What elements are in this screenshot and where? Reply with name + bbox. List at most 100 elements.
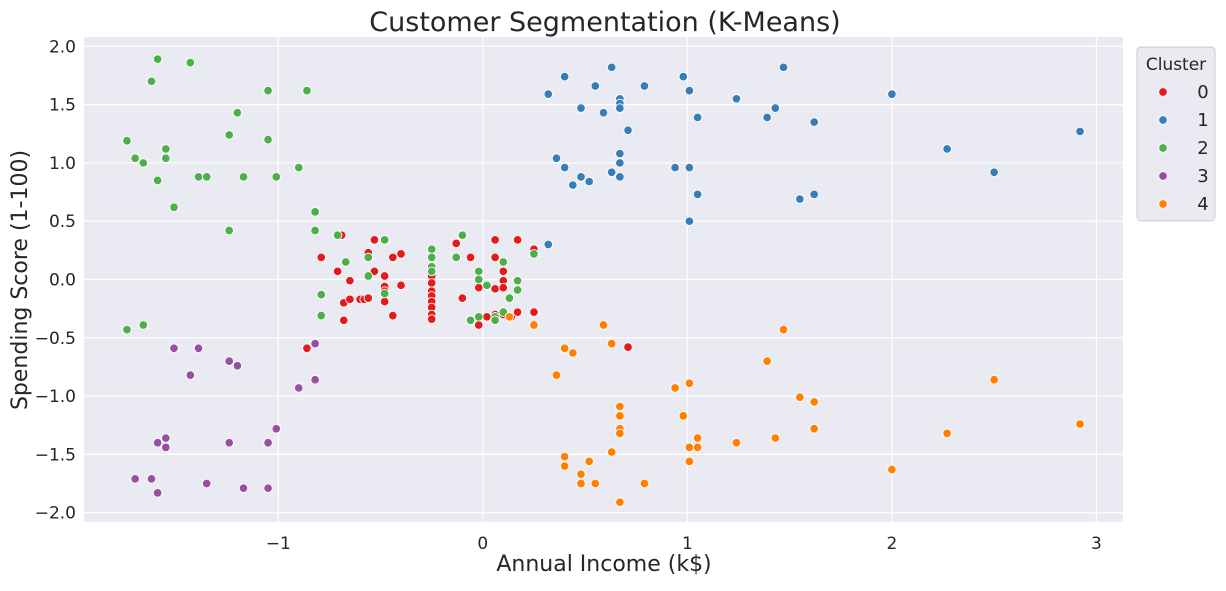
data-point [310,375,320,385]
data-point [294,383,304,393]
data-point [559,162,570,173]
data-point [989,375,999,385]
data-point [379,235,390,245]
data-point [473,312,484,322]
data-point [684,85,695,96]
legend-marker [1158,143,1168,153]
data-point [363,252,374,263]
data-point [576,478,586,489]
data-point [615,401,625,412]
data-point [388,310,398,321]
series-3 [130,338,320,498]
legend: Cluster 0 1 2 3 4 [1136,46,1216,222]
data-point [678,411,689,421]
data-point [568,348,578,358]
legend-marker [1158,115,1168,125]
data-point [201,478,212,489]
data-point [942,428,952,439]
data-point [559,461,570,471]
data-point [559,343,570,354]
data-point [989,167,999,177]
data-point [576,172,586,182]
data-point [770,103,781,113]
y-tick-label: 0.5 [49,212,76,232]
data-point [310,225,320,236]
data-point [152,488,163,498]
data-point [809,397,819,407]
data-point [130,474,140,484]
data-point [490,315,500,326]
data-point [809,189,819,200]
data-point [576,103,586,113]
data-point [504,293,515,303]
data-point [590,478,601,489]
data-point [512,235,523,245]
data-point [809,423,819,434]
y-tick-label: −1.5 [35,445,76,465]
data-point [512,285,523,295]
data-point [568,180,578,190]
data-point [457,230,468,240]
data-point [294,162,304,173]
data-point [795,194,805,204]
legend-label: 3 [1197,166,1208,187]
data-point [138,320,149,330]
data-point [465,315,476,326]
data-point [185,57,196,68]
data-point [551,370,562,380]
data-point [451,252,461,263]
data-point [576,469,586,479]
data-point [543,239,554,250]
data-point [692,433,703,443]
data-point [316,310,327,321]
data-point [942,144,952,154]
data-point [341,257,351,267]
data-point [887,89,897,99]
data-point [122,136,132,146]
data-point [559,451,570,462]
data-point [345,275,355,286]
data-point [379,296,390,307]
data-point [1075,126,1085,137]
data-point [559,71,570,82]
data-point [762,356,772,366]
data-point [529,249,539,259]
legend-label: 1 [1197,110,1208,131]
data-point [232,108,243,118]
data-point [684,456,695,467]
data-point [678,71,689,82]
data-point [224,225,234,236]
series-1 [543,62,1085,250]
data-point [778,324,789,335]
data-point [263,134,273,145]
data-point [396,249,406,259]
data-point [684,162,695,173]
data-point [263,483,273,493]
data-point [692,189,703,200]
data-point [316,252,327,263]
data-point [363,271,374,281]
data-point [339,315,349,326]
data-point [369,235,380,245]
data-point [302,85,312,96]
legend-marker [1158,171,1168,181]
data-point [490,284,500,294]
data-point [512,275,523,286]
data-point [130,153,140,163]
data-point [606,167,617,177]
data-point [426,266,437,277]
data-point [473,266,484,277]
legend-marker [1158,199,1168,209]
x-tick-label: −1 [266,534,291,554]
data-point [482,280,492,291]
data-point [623,125,633,136]
data-point [152,54,163,64]
data-point [498,266,509,277]
data-point [201,172,212,182]
data-point [731,94,742,104]
data-point [332,230,343,240]
data-point [169,202,179,212]
data-point [887,464,897,475]
legend-marker [1158,87,1168,97]
